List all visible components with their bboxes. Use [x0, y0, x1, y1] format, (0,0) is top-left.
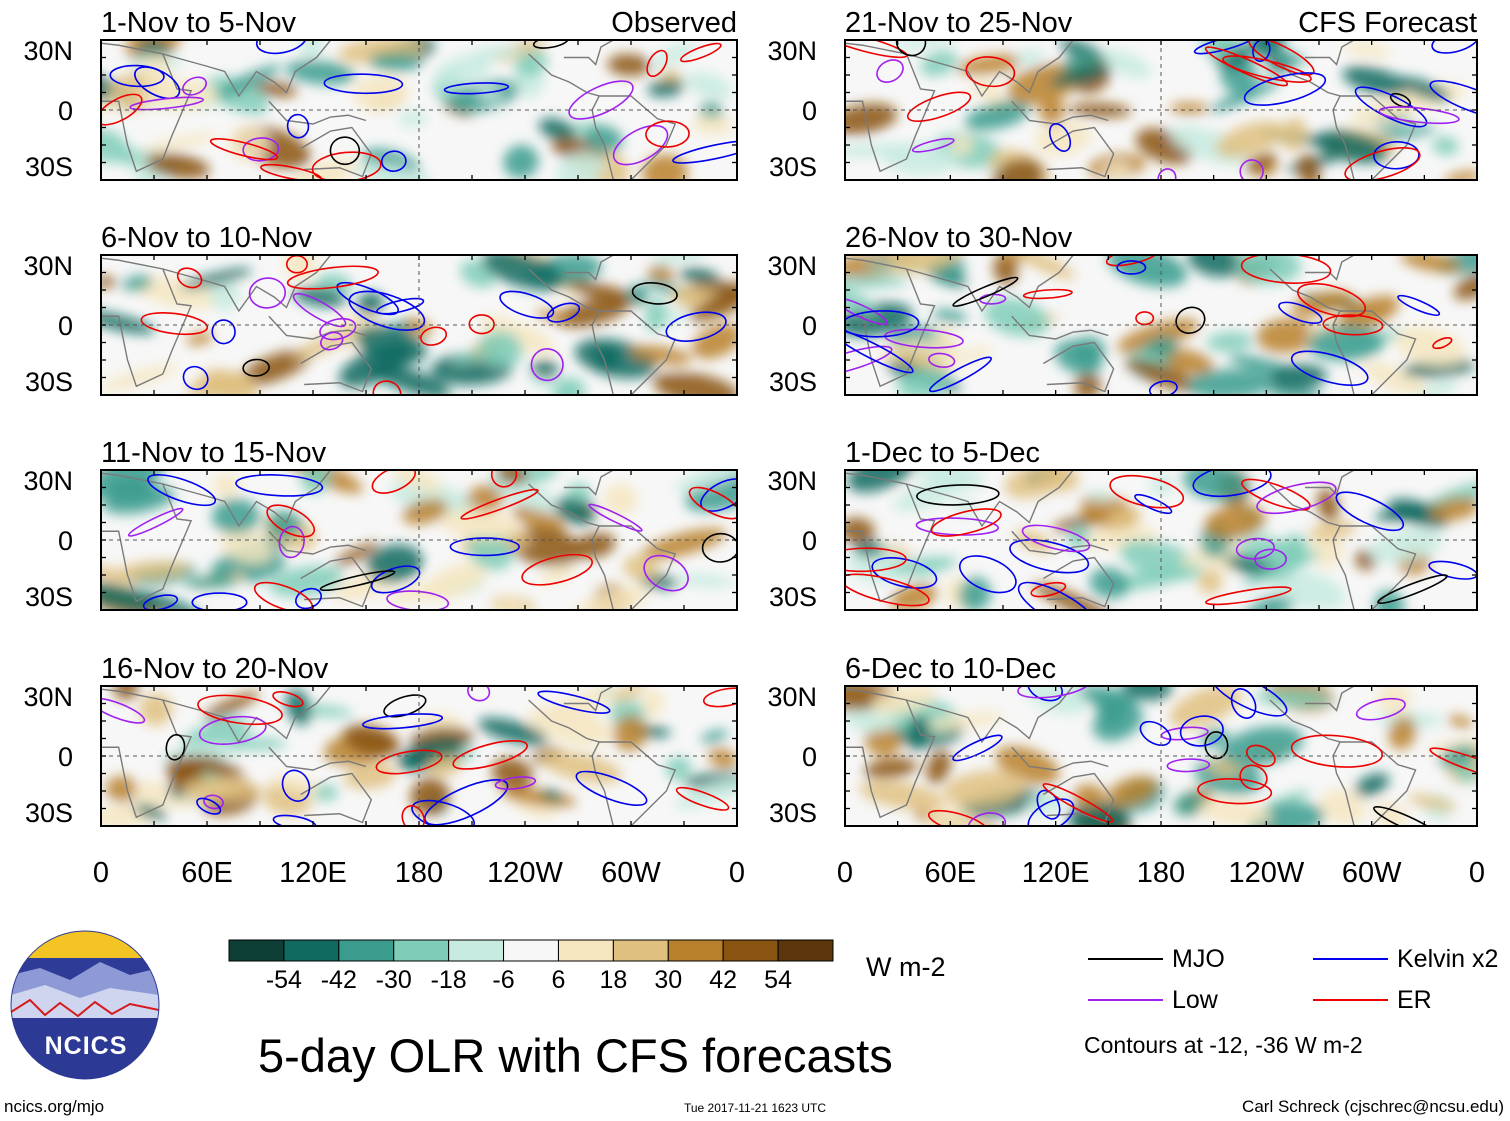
lon-label: 60E	[925, 857, 977, 889]
lat-label: 30N	[23, 466, 73, 496]
colorbar-swatch	[722, 939, 779, 962]
colorbar-tick: 30	[654, 966, 682, 994]
lat-label: 30S	[25, 798, 73, 828]
lat-label: 30S	[769, 798, 817, 828]
panel-title: 26-Nov to 30-Nov	[845, 222, 1073, 254]
colorbar-swatch	[448, 939, 505, 962]
lon-label: 0	[93, 857, 109, 889]
panel-title: 1-Dec to 5-Dec	[845, 437, 1040, 469]
panel-5: 30N 0 30S 11-Nov to 15-Nov	[23, 437, 738, 612]
lat-label: 0	[802, 526, 817, 556]
figure-title: 5-day OLR with CFS forecasts	[258, 1029, 893, 1082]
author: Carl Schreck (cjschrec@ncsu.edu)	[1242, 1097, 1504, 1116]
panel-title: 11-Nov to 15-Nov	[101, 437, 327, 469]
colorbar-tick: -54	[266, 966, 302, 994]
colorbar-swatch	[338, 939, 395, 962]
lon-label: 120W	[1228, 857, 1304, 889]
lat-label: 30S	[769, 152, 817, 182]
lat-label: 30S	[25, 152, 73, 182]
lat-label: 30N	[767, 682, 817, 712]
panel-4: 30N 0 30S 26-Nov to 30-Nov	[767, 222, 1478, 397]
lat-label: 0	[58, 311, 73, 341]
lon-label: 0	[1469, 857, 1485, 889]
lat-label: 30N	[23, 682, 73, 712]
contours-note: Contours at -12, -36 W m-2	[1084, 1032, 1363, 1058]
logo-text: NCICS	[45, 1032, 128, 1060]
colorbar-swatch	[667, 939, 724, 962]
colorbar-swatch	[557, 939, 614, 962]
colorbar-tick: 18	[599, 966, 627, 994]
timestamp: Tue 2017-11-21 1623 UTC	[684, 1101, 826, 1115]
lat-label: 30S	[769, 582, 817, 612]
site-link[interactable]: ncics.org/mjo	[4, 1097, 104, 1116]
lon-label: 120E	[279, 857, 347, 889]
ncics-logo: NCICS	[10, 930, 160, 1080]
panel-title: 16-Nov to 20-Nov	[101, 653, 329, 685]
legend-label: MJO	[1172, 945, 1225, 973]
colorbar-tick: -6	[492, 966, 514, 994]
lon-label: 180	[1137, 857, 1185, 889]
lat-label: 30S	[769, 367, 817, 397]
lat-label: 0	[58, 96, 73, 126]
panel-1: 30N 0 30S 1-Nov to 5-Nov Observed	[23, 7, 738, 182]
colorbar-swatch	[612, 939, 669, 962]
lon-label: 0	[729, 857, 745, 889]
colorbar-swatch	[283, 939, 340, 962]
lon-label: 120W	[487, 857, 563, 889]
panel-2: 30N 0 30S 21-Nov to 25-Nov CFS Forecast	[767, 7, 1478, 182]
lat-label: 0	[802, 96, 817, 126]
lon-label: 180	[395, 857, 443, 889]
lat-label: 30S	[25, 367, 73, 397]
panel-tag: CFS Forecast	[1298, 7, 1477, 39]
lat-label: 30N	[23, 36, 73, 66]
colorbar-swatch	[228, 939, 285, 962]
colorbar-swatch	[503, 939, 559, 962]
colorbar-tick: -30	[376, 966, 412, 994]
lat-label: 0	[802, 742, 817, 772]
legend-label: Low	[1172, 986, 1219, 1014]
lat-label: 30N	[23, 251, 73, 281]
colorbar-tick: 6	[552, 966, 566, 994]
lat-label: 0	[58, 742, 73, 772]
panel-8: 30N 0 30S 6-Dec to 10-Dec 0 60E 120E 180 120W 60W…	[767, 653, 1485, 889]
lat-label: 30N	[767, 36, 817, 66]
lat-label: 30S	[25, 582, 73, 612]
panel-tag: Observed	[611, 7, 737, 39]
lon-label: 60W	[1342, 857, 1402, 889]
colorbar-unit: W m-2	[866, 952, 945, 982]
colorbar-tick: -42	[321, 966, 357, 994]
legend: MJO Kelvin x2 Low ER	[1088, 945, 1498, 1014]
panel-7: 30N 0 30S 16-Nov to 20-Nov 0 60E 120E 180 120W 60…	[23, 653, 745, 889]
colorbar-tick: 42	[709, 966, 737, 994]
colorbar-tick: -18	[431, 966, 467, 994]
panel-title: 6-Dec to 10-Dec	[845, 653, 1056, 685]
colorbar-swatch	[777, 939, 834, 962]
lon-label: 0	[837, 857, 853, 889]
lat-label: 30N	[767, 251, 817, 281]
colorbar-swatch	[393, 939, 450, 962]
lat-label: 0	[802, 311, 817, 341]
lon-label: 60W	[601, 857, 661, 889]
lon-label: 120E	[1022, 857, 1090, 889]
legend-label: ER	[1397, 986, 1432, 1014]
panel-title: 6-Nov to 10-Nov	[101, 222, 313, 254]
lat-label: 0	[58, 526, 73, 556]
legend-label: Kelvin x2	[1397, 945, 1498, 973]
colorbar: -54 -42 -30 -18 -6 6 18 30 42 54	[228, 939, 834, 994]
panel-6: 30N 0 30S 1-Dec to 5-Dec	[767, 437, 1478, 612]
panel-title: 1-Nov to 5-Nov	[101, 7, 297, 39]
colorbar-tick: 54	[764, 966, 792, 994]
lat-label: 30N	[767, 466, 817, 496]
panel-3: 30N 0 30S 6-Nov to 10-Nov	[23, 222, 738, 397]
lon-label: 60E	[181, 857, 233, 889]
panel-title: 21-Nov to 25-Nov	[845, 7, 1073, 39]
